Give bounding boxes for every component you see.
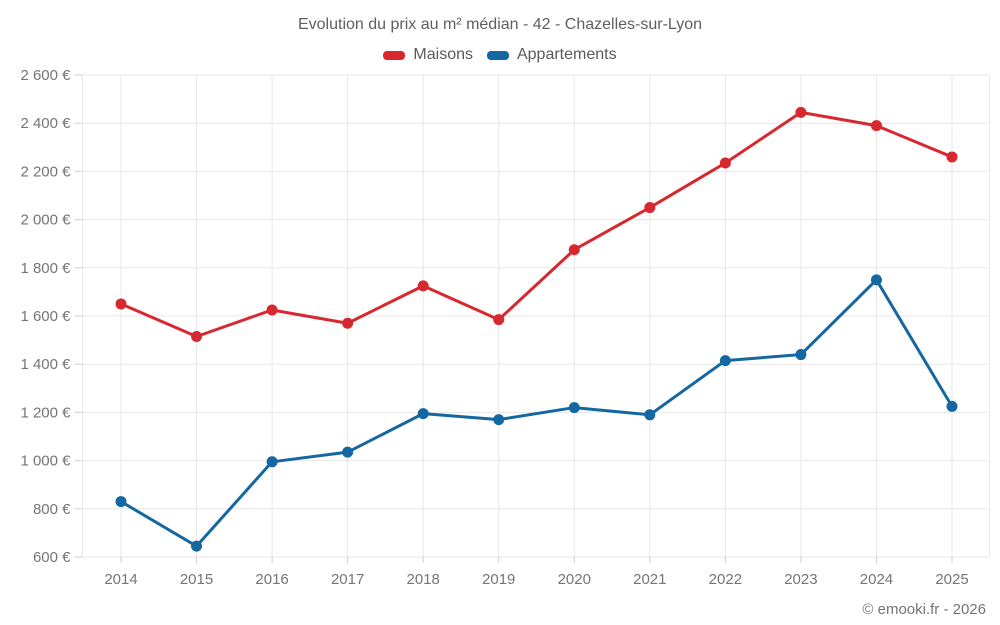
x-axis-label: 2019 <box>482 571 515 588</box>
y-axis-label: 2 400 € <box>20 115 71 132</box>
appartements-point-2016[interactable] <box>266 456 278 468</box>
appartements-point-2018[interactable] <box>417 408 429 420</box>
legend-item-appartements[interactable]: Appartements <box>486 46 617 64</box>
x-axis-label: 2020 <box>558 571 591 588</box>
x-axis-label: 2016 <box>255 571 288 588</box>
legend-item-maisons[interactable]: Maisons <box>383 46 473 64</box>
maisons-point-2022[interactable] <box>719 157 731 169</box>
y-axis-label: 1 000 € <box>20 453 71 470</box>
maisons-point-2023[interactable] <box>795 106 807 118</box>
maisons-point-2015[interactable] <box>191 330 203 342</box>
x-axis-label: 2017 <box>331 571 364 588</box>
maisons-point-2020[interactable] <box>568 244 580 256</box>
maisons-point-2019[interactable] <box>493 314 505 326</box>
maisons-point-2021[interactable] <box>644 202 656 214</box>
maisons-point-2018[interactable] <box>417 280 429 292</box>
x-axis-label: 2014 <box>104 571 137 588</box>
y-axis-label: 1 200 € <box>20 404 71 421</box>
appartements-point-2019[interactable] <box>493 414 505 426</box>
y-axis-label: 1 800 € <box>20 260 71 277</box>
x-axis-label: 2018 <box>406 571 439 588</box>
x-axis-label: 2024 <box>860 571 893 588</box>
y-axis-label: 1 600 € <box>20 308 71 325</box>
appartements-point-2023[interactable] <box>795 349 807 361</box>
y-axis-label: 800 € <box>33 501 71 518</box>
appartements-point-2025[interactable] <box>946 400 958 412</box>
x-axis-label: 2021 <box>633 571 666 588</box>
y-axis-label: 2 600 € <box>20 67 71 84</box>
copyright-text: © emooki.fr - 2026 <box>862 601 986 618</box>
legend-label-appartements: Appartements <box>516 46 617 63</box>
x-axis-label: 2022 <box>709 571 742 588</box>
maisons-point-2017[interactable] <box>342 317 354 329</box>
x-axis-label: 2015 <box>180 571 213 588</box>
y-axis-label: 2 200 € <box>20 163 71 180</box>
maisons-point-2014[interactable] <box>115 298 127 310</box>
x-axis-label: 2025 <box>935 571 968 588</box>
maisons-line <box>119 110 954 338</box>
maisons-point-2024[interactable] <box>870 120 882 132</box>
y-axis-label: 600 € <box>33 549 71 566</box>
maisons-point-2025[interactable] <box>946 151 958 163</box>
legend-label-maisons: Maisons <box>413 46 473 63</box>
maisons-swatch-icon <box>383 50 406 60</box>
appartements-point-2024[interactable] <box>870 274 882 286</box>
x-axis-label: 2023 <box>784 571 817 588</box>
y-axis-label: 2 000 € <box>20 212 71 229</box>
appartements-point-2021[interactable] <box>644 409 656 421</box>
appartements-line <box>119 278 954 548</box>
appartements-point-2017[interactable] <box>342 446 354 458</box>
appartements-swatch-icon <box>486 50 509 60</box>
chart-title: Evolution du prix au m² médian - 42 - Ch… <box>297 16 703 33</box>
appartements-point-2022[interactable] <box>719 355 731 367</box>
legend: Maisons Appartements <box>0 46 1000 64</box>
appartements-point-2015[interactable] <box>191 540 203 552</box>
appartements-point-2014[interactable] <box>115 496 127 508</box>
appartements-point-2020[interactable] <box>568 402 580 414</box>
y-axis-label: 1 400 € <box>20 356 71 373</box>
maisons-point-2016[interactable] <box>266 304 278 316</box>
